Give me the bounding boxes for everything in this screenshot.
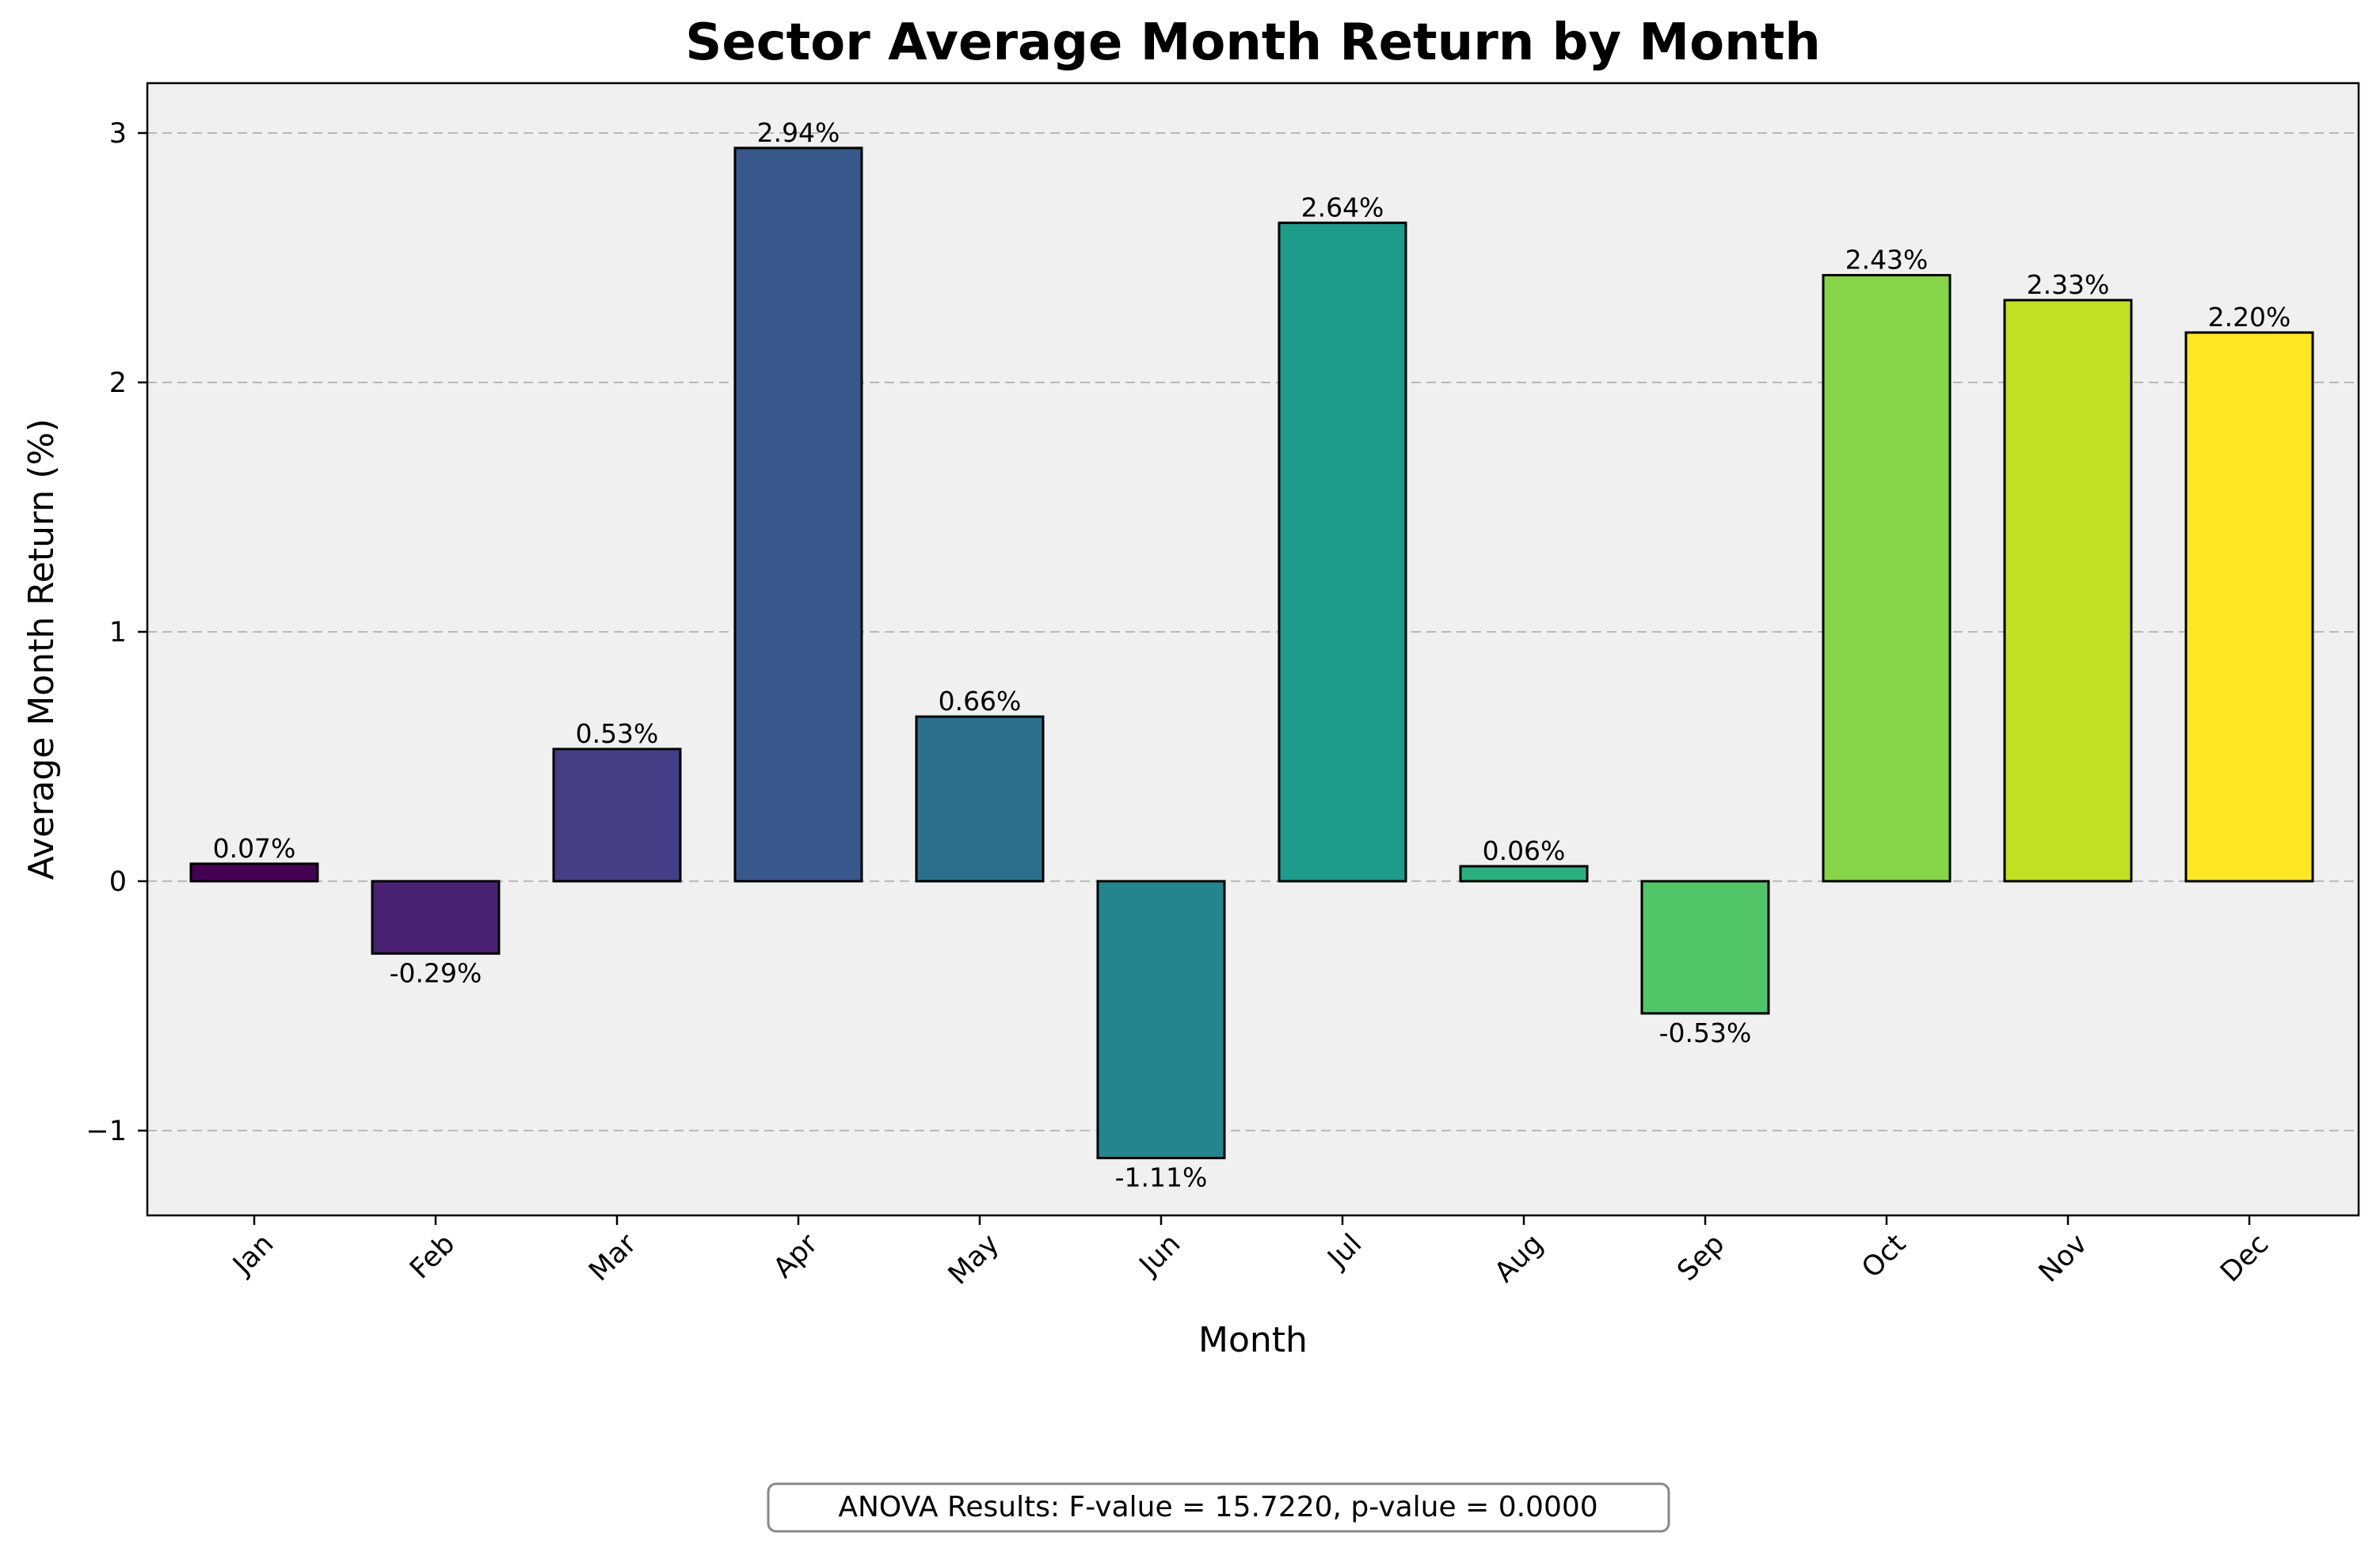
plot-frame <box>146 82 2360 1217</box>
bar-mar <box>552 747 682 883</box>
x-tick-label: Apr <box>767 1228 824 1285</box>
bar-sep <box>1640 880 1770 1015</box>
bar-feb <box>371 880 501 955</box>
bar-value-label: 2.64% <box>1301 192 1384 222</box>
bar-jan <box>189 862 319 883</box>
x-axis-label: Month <box>1198 1320 1308 1360</box>
bar-may <box>915 715 1045 883</box>
y-axis-label: Average Month Return (%) <box>21 419 62 880</box>
anova-annotation-box <box>767 1482 1670 1533</box>
x-tick-label: Nov <box>2033 1228 2094 1289</box>
x-tick-label: Dec <box>2214 1228 2275 1288</box>
gridlines <box>147 131 2359 1131</box>
bar-nov <box>2003 299 2133 883</box>
chart-title: Sector Average Month Return by Month <box>685 13 1821 72</box>
bar-value-label: 0.07% <box>213 833 296 864</box>
bar-value-label: 0.66% <box>939 686 1022 717</box>
y-tick-label: 3 <box>109 118 127 150</box>
bar-value-label: 2.33% <box>2027 269 2110 300</box>
x-tick-label: Feb <box>404 1228 461 1285</box>
bar-value-label: -0.53% <box>1659 1017 1752 1048</box>
bar-apr <box>733 146 863 883</box>
bar-value-label: -0.29% <box>390 957 482 988</box>
x-tick-label: Oct <box>1856 1228 1912 1284</box>
bar-value-label: -1.11% <box>1115 1162 1208 1193</box>
x-tick-label: Sep <box>1671 1228 1731 1287</box>
bar-value-label: 2.20% <box>2208 302 2291 333</box>
bar-value-label: 0.06% <box>1483 835 1566 866</box>
bar-value-labels: 0.07% -0.29% 0.53% 2.94% 0.66% -1.11% 2.64% 0.0… <box>213 117 2291 1193</box>
x-tick-label: Mar <box>583 1228 642 1287</box>
x-tick-label: May <box>942 1228 1005 1291</box>
y-tick-label: 2 <box>109 367 127 399</box>
y-tick-label: 0 <box>109 866 127 898</box>
x-axis-ticks: Jan Feb Mar Apr May Jun Jul Aug Sep Oct Nov Dec <box>227 1215 2275 1291</box>
bar-value-label: 2.94% <box>757 117 840 148</box>
bars <box>189 146 2314 1160</box>
bar-dec <box>2184 331 2314 883</box>
x-tick-label: Jun <box>1133 1228 1186 1282</box>
bar-value-label: 2.43% <box>1845 245 1929 276</box>
bar-jul <box>1278 221 1407 883</box>
anova-annotation: ANOVA Results: F-value = 15.7220, p-valu… <box>838 1491 1597 1523</box>
y-tick-label: −1 <box>86 1116 127 1147</box>
y-axis-ticks: −1 0 1 2 3 <box>86 118 147 1147</box>
bar-value-label: 0.53% <box>576 718 659 749</box>
plot-area <box>147 83 2359 1215</box>
bar-jun <box>1096 880 1226 1160</box>
bar-oct <box>1822 274 1952 883</box>
x-tick-label: Jan <box>227 1228 280 1282</box>
x-tick-label: Aug <box>1489 1228 1550 1289</box>
bar-aug <box>1459 865 1589 883</box>
y-tick-label: 1 <box>109 617 127 648</box>
x-tick-label: Jul <box>1321 1228 1369 1276</box>
